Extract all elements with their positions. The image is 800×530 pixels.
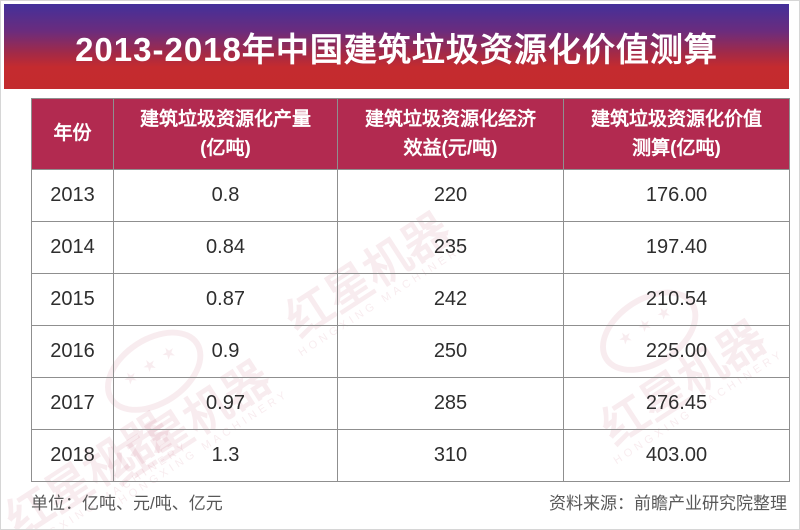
cell-value: 210.54 [563,273,790,326]
column-header-year: 年份 [31,98,114,170]
cell-output: 0.8 [113,169,338,222]
column-header-label: 建筑垃圾资源化经济 [364,108,536,130]
cell-value: 403.00 [563,429,790,482]
footer-notes: 单位：亿吨、元/吨、亿元 资料来源：前瞻产业研究院整理 [31,489,787,514]
table-row: 2015 0.87 242 210.54 [31,273,790,326]
table-header-row: 年份 建筑垃圾资源化产量 (亿吨) 建筑垃圾资源化经济 效益(元/吨) 建筑垃圾… [31,98,790,170]
unit-note: 单位：亿吨、元/吨、亿元 [31,494,223,513]
cell-year: 2014 [31,221,114,274]
source-note: 资料来源：前瞻产业研究院整理 [549,494,787,513]
cell-benefit: 250 [337,325,564,378]
table-row: 2014 0.84 235 197.40 [31,221,790,274]
cell-year: 2016 [31,325,114,378]
table-row: 2018 1.3 310 403.00 [31,429,790,482]
cell-value: 225.00 [563,325,790,378]
cell-output: 0.84 [113,221,338,274]
page-title: 2013-2018年中国建筑垃圾资源化价值测算 [75,30,718,68]
column-header-label: 建筑垃圾资源化产量 [139,108,311,130]
cell-value: 176.00 [563,169,790,222]
cell-benefit: 220 [337,169,564,222]
table-row: 2017 0.97 285 276.45 [31,377,790,430]
column-header-benefit: 建筑垃圾资源化经济 效益(元/吨) [337,98,564,170]
cell-output: 0.9 [113,325,338,378]
cell-year: 2015 [31,273,114,326]
column-header-unit: 测算(亿吨) [632,138,721,159]
cell-output: 0.87 [113,273,338,326]
cell-benefit: 285 [337,377,564,430]
cell-value: 276.45 [563,377,790,430]
cell-year: 2017 [31,377,114,430]
column-header-value: 建筑垃圾资源化价值 测算(亿吨) [563,98,790,170]
title-banner: 2013-2018年中国建筑垃圾资源化价值测算 [4,4,789,89]
column-header-label: 建筑垃圾资源化价值 [590,108,762,130]
cell-benefit: 310 [337,429,564,482]
cell-year: 2018 [31,429,114,482]
cell-value: 197.40 [563,221,790,274]
table-row: 2013 0.8 220 176.00 [31,169,790,222]
column-header-unit: (亿吨) [200,138,251,159]
cell-output: 1.3 [113,429,338,482]
column-header-output: 建筑垃圾资源化产量 (亿吨) [113,98,338,170]
value-estimation-table: 年份 建筑垃圾资源化产量 (亿吨) 建筑垃圾资源化经济 效益(元/吨) 建筑垃圾… [31,98,790,482]
column-header-unit: 效益(元/吨) [403,138,498,159]
cell-benefit: 242 [337,273,564,326]
cell-benefit: 235 [337,221,564,274]
cell-year: 2013 [31,169,114,222]
table-row: 2016 0.9 250 225.00 [31,325,790,378]
column-header-label: 年份 [53,123,92,145]
cell-output: 0.97 [113,377,338,430]
